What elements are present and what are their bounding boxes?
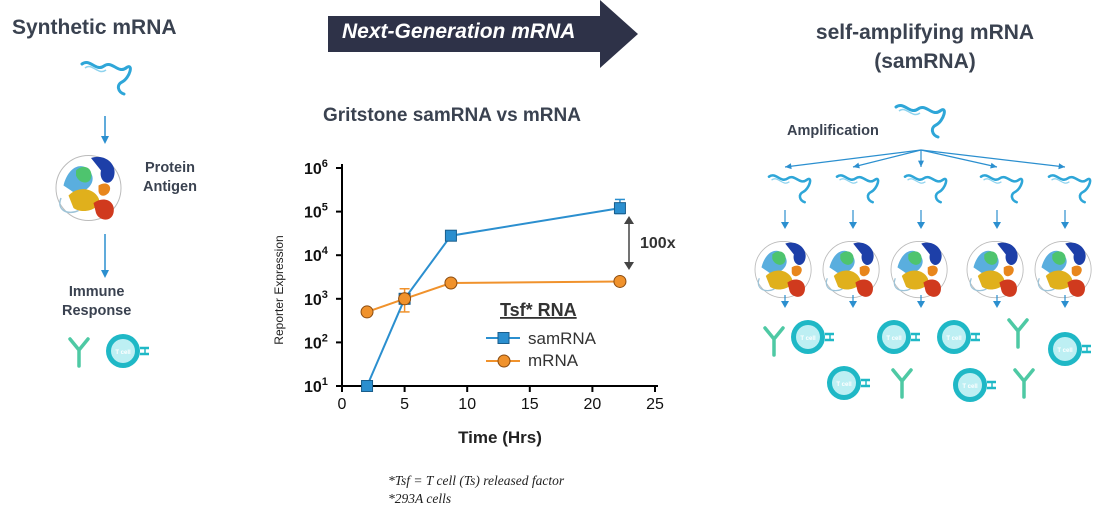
- synthetic-mrna-title: Synthetic mRNA: [12, 16, 177, 39]
- legend-label-mrna: mRNA: [528, 351, 579, 370]
- y-tick-label: 103: [304, 289, 328, 309]
- footnote-293a: *293A cells: [388, 491, 452, 506]
- protein-antigen-icon: [966, 240, 1024, 299]
- next-generation-arrow: [328, 0, 638, 68]
- amplified-mrna-icon: [979, 174, 1024, 204]
- y-tick-label: 105: [304, 202, 328, 222]
- next-generation-label: Next-Generation mRNA: [342, 20, 576, 43]
- protein-antigen-icon: [890, 240, 948, 299]
- x-axis-label: Time (Hrs): [458, 428, 542, 447]
- arrowhead: [1061, 301, 1069, 308]
- immune-response-label: Immune Response: [62, 284, 132, 319]
- arrowhead: [1058, 163, 1065, 170]
- protein-antigen-icon: [55, 154, 122, 222]
- t-cell-icon: T cell: [875, 318, 922, 356]
- arrowhead: [849, 301, 857, 308]
- y-tick-label: 106: [304, 158, 328, 178]
- y-tick-label: 104: [304, 245, 329, 265]
- t-cell-label: T cell: [836, 382, 852, 388]
- amplified-mrna-icon: [767, 174, 812, 204]
- t-cell-label: T cell: [800, 336, 816, 342]
- amplification-arrow: [920, 149, 1066, 168]
- data-point-mrna: [398, 292, 412, 306]
- reporter-expression-chart: 0 5 10 15 20 25 101 102 103 104 105 106 Reporter Ex…: [272, 158, 676, 447]
- legend-title: Tsf* RNA: [500, 300, 577, 320]
- amplified-mrna-icon: [903, 174, 948, 204]
- x-tick-label: 20: [584, 396, 602, 413]
- arrowhead: [785, 163, 792, 170]
- amplification-arrow: [784, 149, 922, 168]
- arrowhead: [853, 162, 860, 169]
- data-point-mrna: [360, 305, 374, 319]
- arrowhead: [781, 301, 789, 308]
- arrowhead: [993, 301, 1001, 308]
- t-cell-label: T cell: [886, 336, 902, 342]
- protein-antigen-label: Protein Antigen: [143, 160, 197, 195]
- t-cell-icon: T cell: [935, 318, 982, 356]
- data-point-samrna: [361, 380, 374, 392]
- antibody-icon: [68, 337, 90, 368]
- fold-change-arrow: [624, 216, 634, 270]
- x-tick-label: 5: [400, 396, 409, 413]
- mrna-strand-icon: [80, 60, 132, 96]
- amplification-label: Amplification: [787, 123, 879, 139]
- arrowhead: [917, 222, 925, 229]
- protein-antigen-icon: [822, 240, 880, 299]
- t-cell-label: T cell: [962, 384, 978, 390]
- samrna-title-line2: (samRNA): [874, 50, 976, 73]
- t-cell-icon: T cell: [825, 364, 872, 402]
- t-cell-icon: T cell: [951, 366, 998, 404]
- data-point-mrna: [444, 276, 458, 290]
- series-line-mrna: [366, 280, 620, 313]
- x-tick-label: 15: [521, 396, 539, 413]
- antibody-icon: [763, 326, 785, 357]
- data-point-samrna: [613, 202, 626, 215]
- t-cell-label: T cell: [946, 336, 962, 342]
- samrna-title-line1: self-amplifying mRNA: [815, 21, 1035, 44]
- protein-antigen-icon: [754, 240, 812, 299]
- amplification-arrow: [852, 149, 922, 168]
- t-cell-icon: T cell: [789, 318, 836, 356]
- fold-change-label: 100x: [640, 235, 676, 252]
- y-tick-label: 102: [304, 332, 328, 352]
- arrowhead: [781, 222, 789, 229]
- data-point-samrna: [444, 229, 457, 242]
- footnote-tsf: *Tsf = T cell (Ts) released factor: [388, 473, 565, 488]
- legend-entry-mrna: mRNA: [486, 351, 579, 370]
- arrowhead: [1061, 222, 1069, 229]
- antibody-icon: [1007, 318, 1029, 349]
- arrowhead: [990, 162, 997, 169]
- arrowhead: [918, 160, 924, 167]
- t-cell-label: T cell: [1057, 348, 1073, 354]
- arrowhead: [993, 222, 1001, 229]
- t-cell-icon: T cell: [104, 332, 151, 370]
- t-cell-icon: T cell: [1046, 330, 1093, 368]
- antibody-icon: [1013, 368, 1035, 399]
- amplified-mrna-icon: [835, 174, 880, 204]
- data-point-mrna: [613, 274, 627, 288]
- samrna-strand-icon: [894, 103, 946, 139]
- amplified-mrna-icon: [1047, 174, 1092, 204]
- amplification-arrow: [920, 149, 998, 168]
- arrowhead: [849, 222, 857, 229]
- x-tick-label: 25: [646, 396, 664, 413]
- samrna-amplification-diagram: T cell T cell T cell T cell T cell T cell: [754, 103, 1093, 404]
- t-cell-label: T cell: [115, 350, 131, 356]
- y-axis-label: Reporter Expression: [272, 235, 286, 344]
- x-tick-label: 10: [458, 396, 476, 413]
- x-tick-label: 0: [338, 396, 347, 413]
- y-tick-label: 101: [304, 376, 328, 396]
- protein-antigen-icon: [1034, 240, 1092, 299]
- chart-title: Gritstone samRNA vs mRNA: [323, 105, 581, 126]
- antibody-icon: [891, 368, 913, 399]
- series-line-samrna: [366, 207, 621, 387]
- legend-label-samrna: samRNA: [528, 329, 597, 348]
- legend-entry-samrna: samRNA: [486, 329, 597, 348]
- arrowhead: [917, 301, 925, 308]
- synthetic-mrna-flow: T cell: [55, 60, 151, 370]
